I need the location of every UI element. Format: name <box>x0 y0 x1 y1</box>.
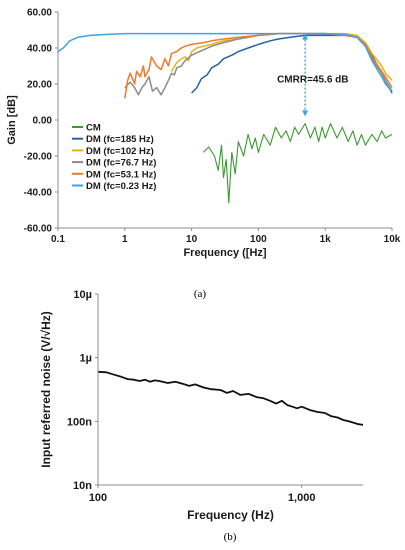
legend-label-3: DM (fc=76.7 Hz) <box>86 158 156 169</box>
y-tick-label: -40.00 <box>24 188 53 199</box>
x-tick-label: 100 <box>89 492 107 504</box>
x-tick-label: 1,000 <box>288 492 316 504</box>
chart-a-axes: 60.00 40.00 20.00 0.00 -20.00 -40.00 -60.000.1… <box>6 8 401 260</box>
x-tick-label: 10k <box>384 234 401 245</box>
legend-label-2: DM (fc=102 Hz) <box>86 146 154 157</box>
x-tick-label: 1k <box>320 234 332 245</box>
x-tick-label: 1 <box>122 234 128 245</box>
x-axis-title: Frequency (Hz) <box>187 508 274 522</box>
caption-a: (a) <box>194 288 207 300</box>
y-tick-label: 60.00 <box>27 8 52 19</box>
y-tick-label: -60.00 <box>24 224 53 235</box>
y-tick-label: 1µ <box>80 353 92 365</box>
chart-gain-vs-frequency: CMRR=45.6 dB 60.00 40.00 20.00 0.00 -20.00 -4… <box>6 8 401 260</box>
chart-a-series-layer <box>57 32 393 204</box>
x-tick-label: 0.1 <box>51 234 65 245</box>
caption-b: (b) <box>224 531 237 543</box>
series-line-2 <box>170 32 393 81</box>
legend-label-0: CM <box>86 123 101 134</box>
series-line-5 <box>57 32 393 92</box>
legend-label-1: DM (fc=185 Hz) <box>86 134 154 145</box>
y-tick-label: 0.00 <box>33 116 53 127</box>
series-line-3 <box>124 32 393 96</box>
cmrr-label: CMRR=45.6 dB <box>277 74 348 85</box>
y-tick-label: 100n <box>67 416 92 428</box>
y-tick-label: 20.00 <box>27 80 52 91</box>
series-line-0 <box>203 123 393 204</box>
x-tick-label: 100 <box>250 234 267 245</box>
chart-b-series-layer <box>97 370 364 426</box>
cmrr-arrow-head-bottom <box>302 110 309 117</box>
legend-label-5: DM (fc=0.23 Hz) <box>86 181 156 192</box>
y-axis-title: Gain [dB] <box>6 95 18 145</box>
noise-series-line <box>97 370 364 426</box>
y-axis-title: Input referred noise (V/√Hz) <box>39 311 53 468</box>
x-tick-label: 10 <box>186 234 198 245</box>
y-tick-label: 40.00 <box>27 44 52 55</box>
y-tick-label: 10µ <box>73 289 92 301</box>
x-axis-title: Frequency ([Hz] <box>183 247 266 259</box>
cmrr-annotation: CMRR=45.6 dB <box>277 33 348 117</box>
cmrr-arrow-head-top <box>302 33 309 40</box>
y-tick-label: -20.00 <box>24 152 53 163</box>
y-tick-label: 10n <box>73 480 92 492</box>
legend-label-4: DM (fc=53.1 Hz) <box>86 169 156 180</box>
